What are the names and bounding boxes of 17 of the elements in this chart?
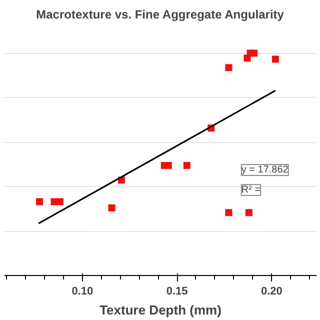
point [56,198,64,206]
point [36,198,44,206]
x-tick-label: 0.15 [166,286,188,298]
point [250,50,258,57]
point [225,209,232,216]
point [225,64,232,72]
x-axis-title: Texture Depth (mm) [100,302,222,318]
x-tick-label: 0.20 [260,286,282,298]
point [272,56,279,63]
point [108,204,116,212]
point [164,162,172,169]
point [245,209,252,216]
x-tick-label: 0.10 [72,286,94,298]
point [183,162,190,169]
chart-title: Macrotexture vs. Fine Aggregate Angularity [36,8,284,22]
annotation: R² = [241,184,261,196]
annotation: y = 17.862 [241,164,289,176]
